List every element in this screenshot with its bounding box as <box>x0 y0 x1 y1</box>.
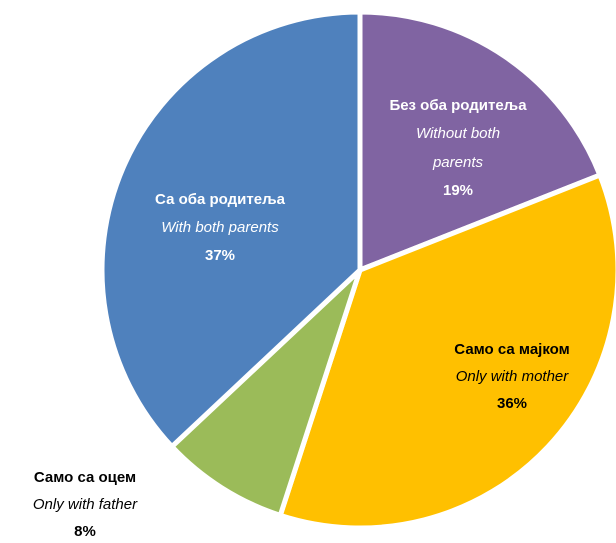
pie-slice <box>99 9 363 450</box>
pie-slice <box>357 9 603 273</box>
slice-label: Са оба родитеља With both parents 37% <box>155 186 285 269</box>
slice-label: Само са мајком Only with mother 36% <box>454 336 569 417</box>
label-english: Without both parents <box>415 125 501 171</box>
label-name: Само са мајком <box>454 341 570 358</box>
label-english: Only with mother <box>455 368 569 385</box>
label-name: Само са оцем <box>33 469 137 486</box>
label-name: Без оба родитеља <box>389 97 527 114</box>
label-name: Са оба родитеља <box>155 191 285 208</box>
label-english: With both parents <box>161 219 279 236</box>
slice-label: Без оба родитеља Without both parents 19% <box>389 92 526 204</box>
label-percent: 36% <box>496 395 528 412</box>
label-percent: 37% <box>204 247 236 264</box>
slice-label: Само са оцем Only with father 8% <box>33 464 137 543</box>
label-percent: 19% <box>442 182 474 199</box>
pie-slice <box>277 172 616 531</box>
label-english: Only with father <box>32 496 138 513</box>
label-percent: 8% <box>74 523 96 540</box>
pie-slice <box>169 267 363 518</box>
